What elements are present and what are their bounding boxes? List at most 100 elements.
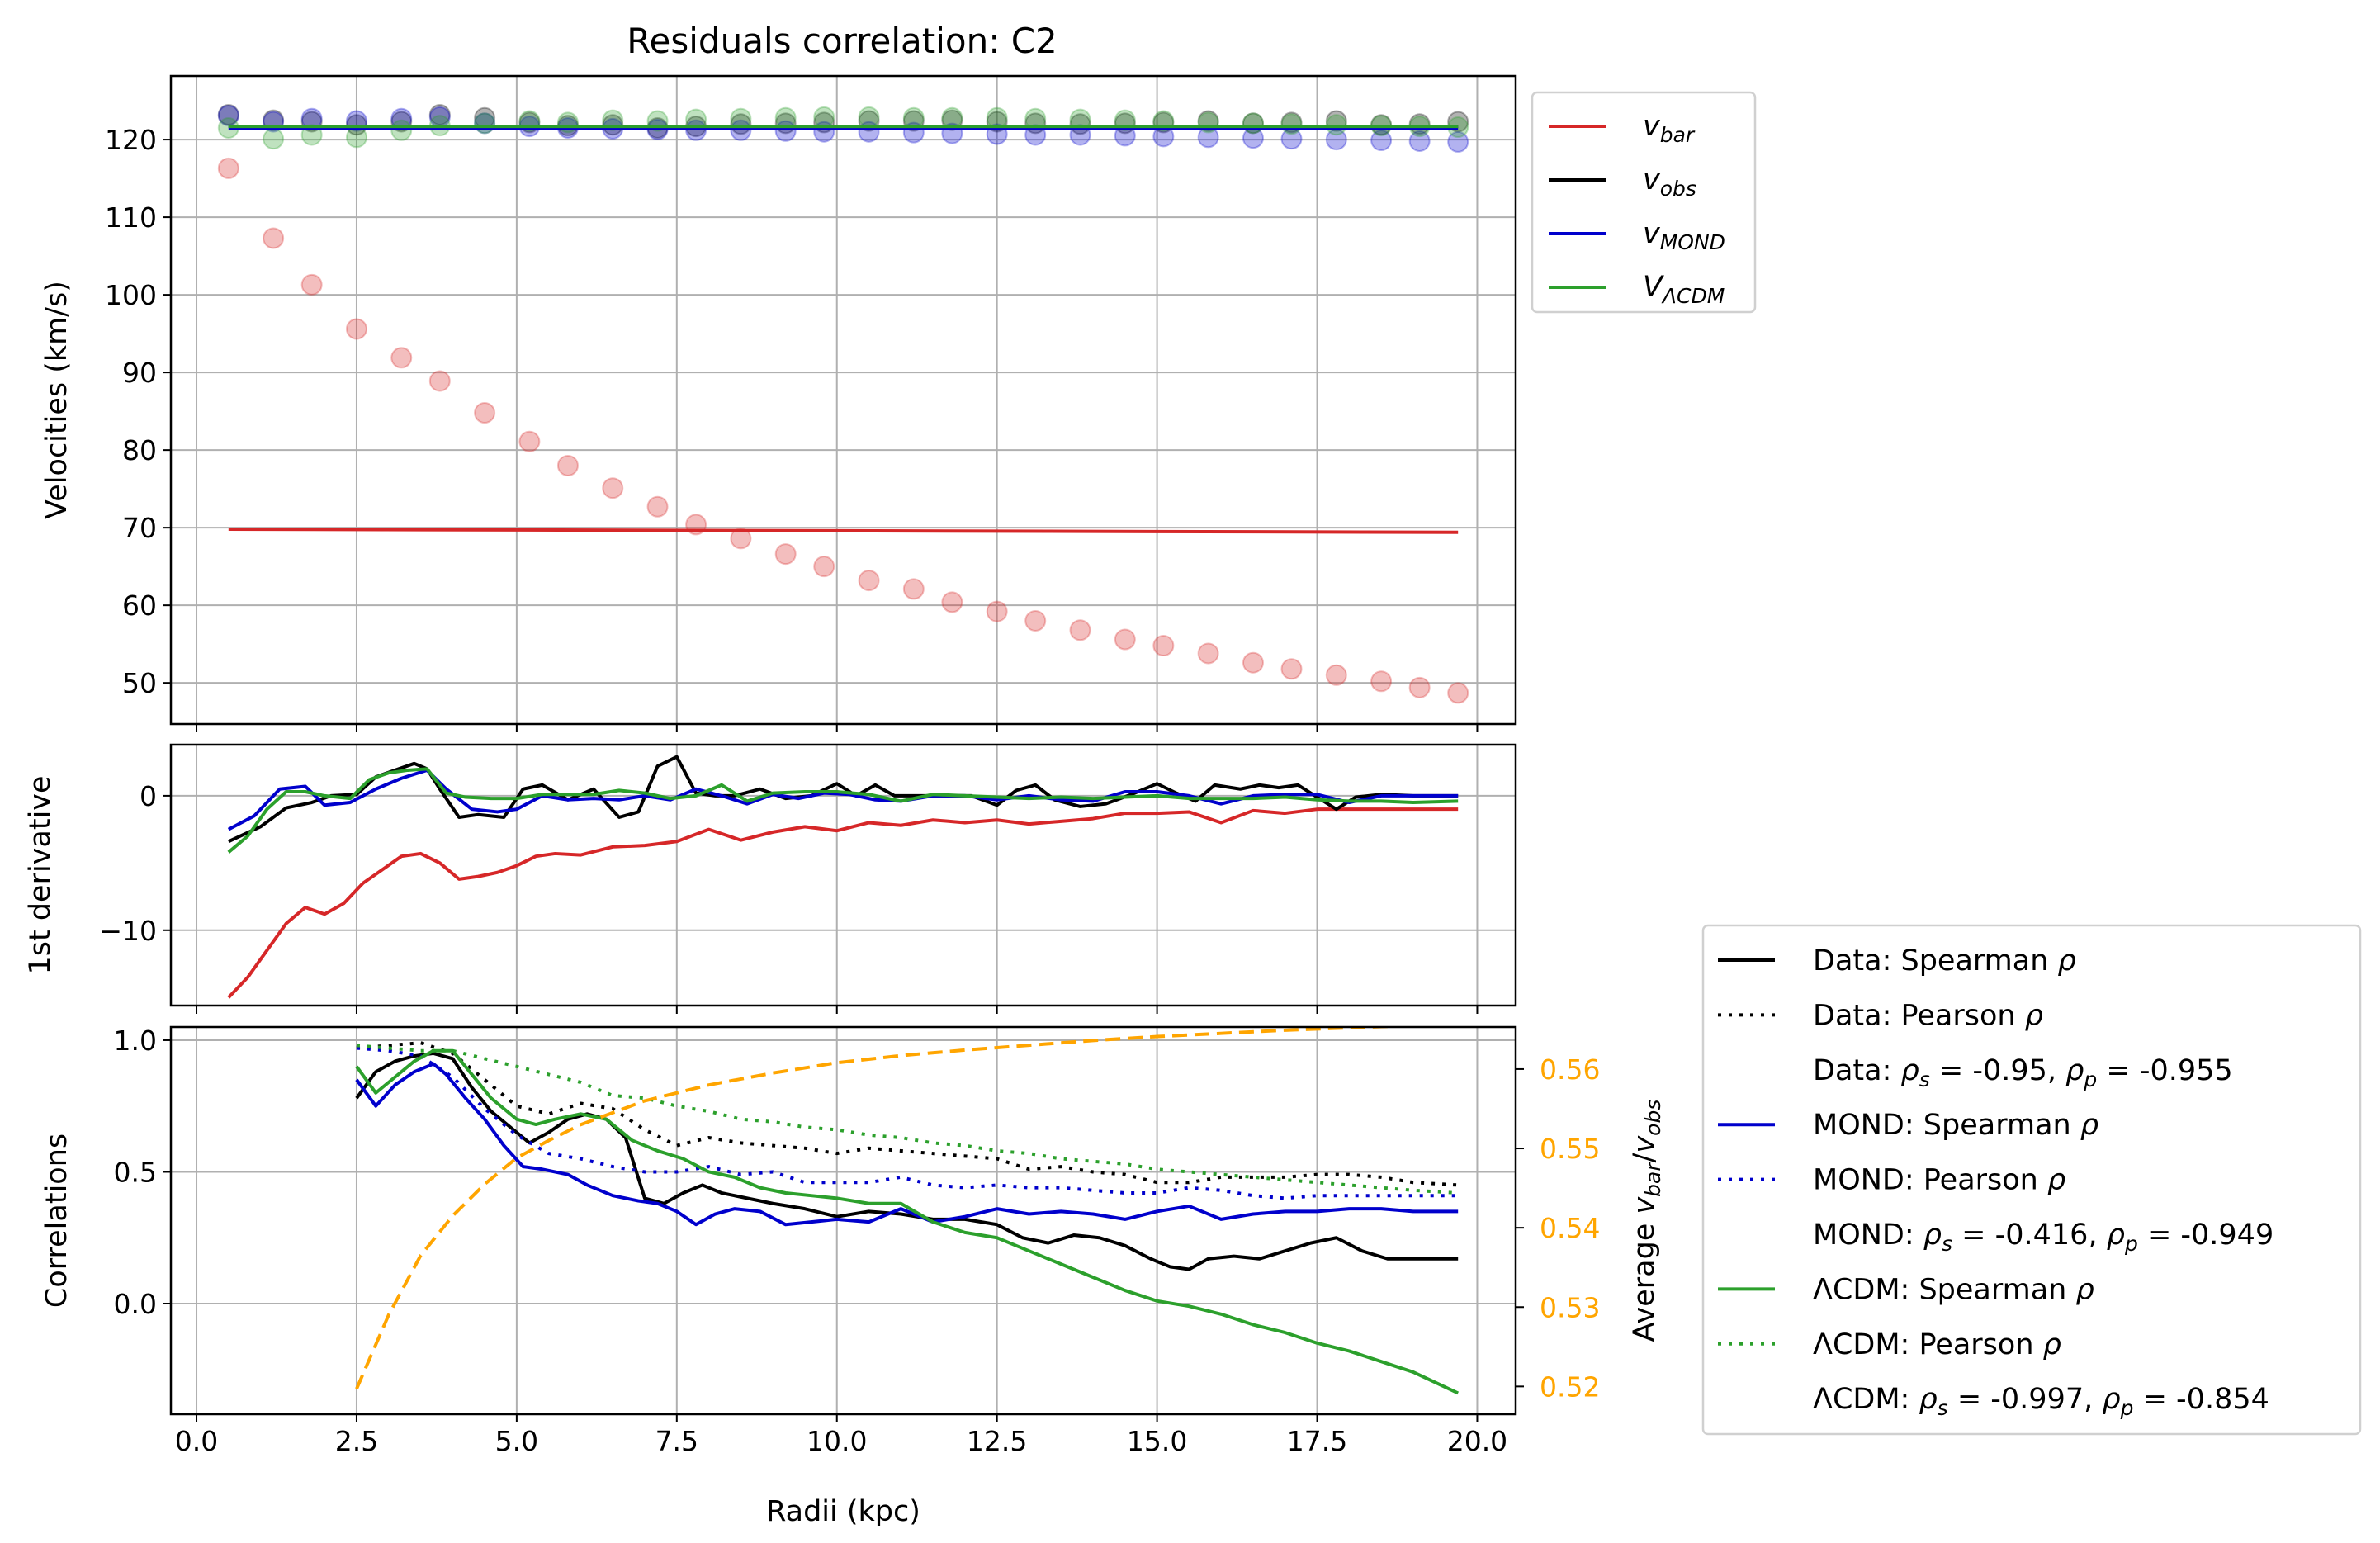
data-point — [1447, 130, 1469, 153]
y2-tick-label: 0.55 — [1540, 1133, 1600, 1165]
data-point — [941, 591, 963, 613]
y-tick-label: −10 — [99, 915, 157, 947]
y-tick-label: 0.5 — [114, 1156, 157, 1188]
data-point — [556, 454, 579, 476]
data-point — [263, 227, 285, 249]
plot-area — [227, 755, 1459, 999]
y-axis-label: 1st derivative — [24, 775, 57, 974]
axes-frame — [169, 743, 1517, 1007]
correlation-line — [355, 1051, 1459, 1271]
derivative-line — [227, 768, 1459, 831]
x-tick-label: 2.5 — [335, 1425, 378, 1457]
data-point — [263, 128, 285, 150]
data-point — [902, 578, 925, 600]
y2-tick-label: 0.54 — [1540, 1212, 1600, 1244]
y2-tick-label: 0.53 — [1540, 1291, 1600, 1323]
data-point — [217, 157, 239, 179]
y-tick-label: 0.0 — [114, 1288, 157, 1320]
y2-tick-label: 0.52 — [1540, 1370, 1600, 1403]
legend-box — [1531, 91, 1757, 314]
y-tick-label: 1.0 — [114, 1025, 157, 1057]
data-point — [730, 528, 752, 550]
legend-label: Data: Pearson ρ — [1813, 999, 2043, 1032]
legend-label: MOND: Pearson ρ — [1813, 1164, 2065, 1197]
data-point — [602, 477, 624, 499]
correlation-line — [356, 1041, 1459, 1187]
data-point — [813, 106, 835, 128]
series-line — [228, 528, 1459, 534]
plot-area — [217, 104, 1469, 704]
y-tick-label: 90 — [122, 357, 157, 389]
data-point — [1024, 609, 1047, 632]
grid — [171, 1027, 1516, 1414]
correlation-line — [355, 1048, 1460, 1395]
correlation-line — [356, 1044, 1459, 1195]
data-point — [474, 402, 496, 424]
data-point — [474, 112, 496, 135]
data-point — [1370, 130, 1393, 152]
plot-area — [355, 1027, 1460, 1395]
data-point — [646, 495, 669, 518]
legend-label: MOND: ρs = -0.416, ρp = -0.949 — [1813, 1219, 2274, 1256]
data-point — [345, 318, 367, 340]
y-tick-label: 0 — [140, 780, 157, 812]
data-point — [1197, 642, 1219, 665]
x-tick-label: 5.0 — [495, 1425, 538, 1457]
legend-label: ΛCDM: ρs = -0.997, ρp = -0.854 — [1813, 1383, 2269, 1420]
derivative-panel: −10 0 1st derivative — [24, 743, 1517, 1014]
legend-label: vobs — [1643, 163, 1696, 201]
data-point — [1152, 635, 1175, 657]
data-point — [345, 126, 367, 149]
data-point — [518, 430, 541, 452]
legend-label: MOND: Spearman ρ — [1813, 1109, 2098, 1142]
data-point — [1370, 670, 1393, 693]
data-point — [1447, 682, 1469, 704]
scatter-series — [217, 157, 1469, 704]
data-point — [858, 106, 880, 128]
data-point — [390, 347, 413, 369]
ratio-line — [355, 1027, 1416, 1390]
data-point — [1280, 658, 1303, 680]
correlation-line — [355, 1062, 1459, 1227]
y-tick-label: 110 — [105, 201, 157, 234]
data-point — [1408, 130, 1431, 152]
x-tick-label: 17.5 — [1287, 1425, 1347, 1457]
data-point — [428, 104, 451, 126]
series-line — [228, 125, 1459, 130]
data-point — [813, 556, 835, 578]
axes-frame — [169, 74, 1517, 726]
legend-label: vMOND — [1643, 217, 1725, 254]
legend-label: ΛCDM: Pearson ρ — [1813, 1328, 2061, 1361]
correlations-legend: Data: Spearman ρ Data: Pearson ρ Data: ρs … — [1701, 924, 2362, 1436]
y-tick-label: 80 — [122, 434, 157, 466]
x-tick-label: 10.0 — [807, 1425, 867, 1457]
legend-label: Data: ρs = -0.95, ρp = -0.955 — [1813, 1054, 2233, 1091]
velocities-panel: 50 60 70 80 90 100 110 120 Velocities (km/s) — [40, 74, 1517, 732]
y-tick-label: 60 — [122, 589, 157, 622]
y-tick-label: 50 — [122, 667, 157, 699]
data-point — [390, 119, 413, 141]
data-point — [986, 600, 1008, 622]
x-tick-label: 0.0 — [175, 1425, 218, 1457]
x-axis-label: Radii (kpc) — [766, 1495, 920, 1528]
y-axis-label: Correlations — [40, 1134, 73, 1308]
x-tick-label: 7.5 — [655, 1425, 698, 1457]
data-point — [1242, 651, 1264, 674]
derivative-line — [227, 807, 1459, 999]
y2-tick-label: 0.56 — [1540, 1053, 1600, 1086]
legend-label: vbar — [1643, 110, 1696, 147]
data-point — [1114, 628, 1136, 651]
derivative-line — [227, 767, 1459, 854]
grid — [171, 76, 1516, 724]
data-point — [858, 570, 880, 592]
x-tick-label: 12.5 — [967, 1425, 1027, 1457]
y2-axis-label: Average vbar/vobs — [1628, 1100, 1665, 1342]
velocities-legend: vbar vobs vMOND VΛCDM — [1531, 91, 1757, 314]
legend-box — [1701, 924, 2362, 1436]
correlations-panel: 0.0 0.5 1.0 0.0 2.5 5.0 7.5 10.0 12.5 15.0 17.5 20.… — [40, 1025, 1665, 1528]
axes-frame — [169, 1025, 1517, 1416]
legend-label: VΛCDM — [1643, 271, 1725, 308]
data-point — [217, 104, 239, 126]
x-tick-label: 15.0 — [1127, 1425, 1187, 1457]
